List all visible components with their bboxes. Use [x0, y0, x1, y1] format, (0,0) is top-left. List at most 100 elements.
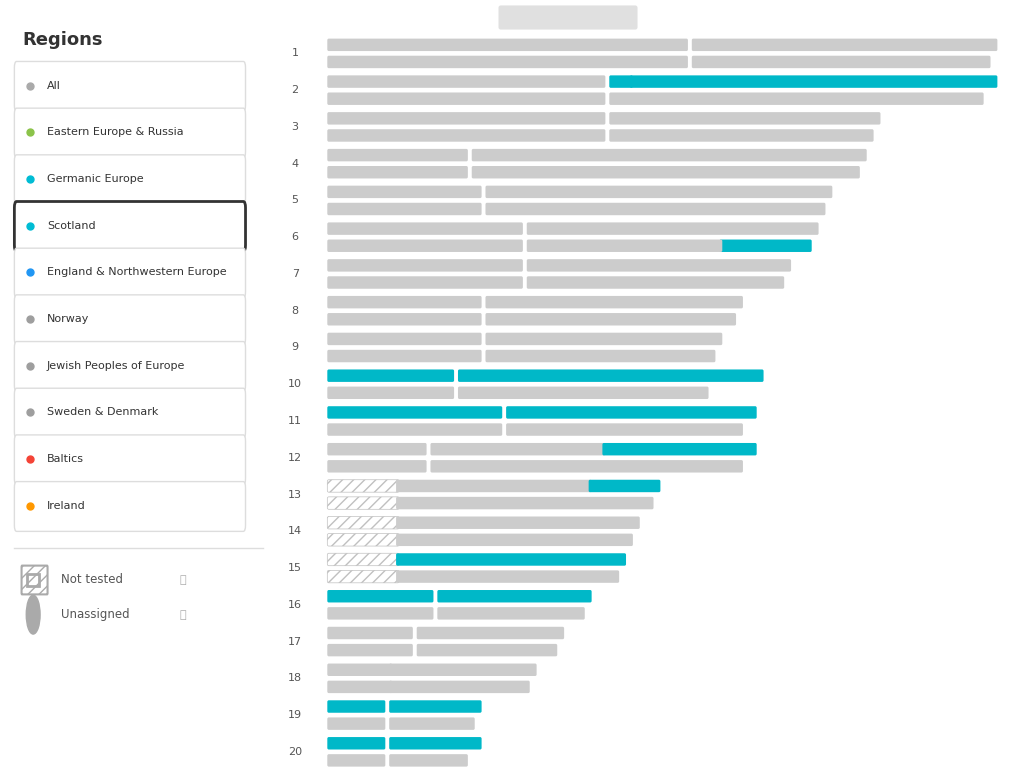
- FancyBboxPatch shape: [389, 717, 475, 730]
- FancyBboxPatch shape: [396, 534, 633, 546]
- Text: 16: 16: [288, 600, 302, 610]
- FancyBboxPatch shape: [609, 93, 984, 105]
- Text: ⓘ: ⓘ: [180, 575, 186, 584]
- Text: Scotland: Scotland: [47, 221, 95, 230]
- Text: 15: 15: [288, 563, 302, 573]
- Text: 18: 18: [288, 673, 302, 683]
- Text: 19: 19: [288, 710, 302, 720]
- FancyBboxPatch shape: [328, 700, 385, 713]
- FancyBboxPatch shape: [328, 75, 605, 88]
- Text: England & Northwestern Europe: England & Northwestern Europe: [47, 268, 226, 277]
- FancyBboxPatch shape: [328, 186, 481, 198]
- FancyBboxPatch shape: [692, 39, 997, 51]
- FancyBboxPatch shape: [506, 423, 743, 436]
- FancyBboxPatch shape: [328, 517, 399, 529]
- FancyBboxPatch shape: [437, 590, 592, 602]
- FancyBboxPatch shape: [485, 296, 743, 308]
- Circle shape: [27, 595, 40, 634]
- FancyBboxPatch shape: [526, 240, 722, 252]
- Text: 6: 6: [292, 232, 299, 242]
- FancyBboxPatch shape: [328, 627, 413, 640]
- FancyBboxPatch shape: [328, 607, 433, 619]
- FancyBboxPatch shape: [328, 681, 392, 693]
- FancyBboxPatch shape: [485, 203, 825, 216]
- Text: ⓘ: ⓘ: [180, 610, 186, 619]
- FancyBboxPatch shape: [328, 387, 454, 399]
- FancyBboxPatch shape: [458, 370, 764, 382]
- FancyBboxPatch shape: [396, 480, 592, 492]
- FancyBboxPatch shape: [328, 570, 399, 583]
- FancyBboxPatch shape: [328, 39, 688, 51]
- Text: Unassigned: Unassigned: [60, 608, 129, 621]
- FancyBboxPatch shape: [14, 202, 246, 251]
- FancyBboxPatch shape: [458, 387, 709, 399]
- FancyBboxPatch shape: [328, 129, 605, 142]
- FancyBboxPatch shape: [396, 517, 640, 529]
- FancyBboxPatch shape: [328, 460, 427, 472]
- FancyBboxPatch shape: [472, 166, 860, 178]
- FancyBboxPatch shape: [14, 295, 246, 345]
- Text: 20: 20: [288, 747, 302, 757]
- FancyBboxPatch shape: [719, 240, 812, 252]
- FancyBboxPatch shape: [396, 570, 620, 583]
- Text: Not tested: Not tested: [60, 573, 123, 586]
- FancyBboxPatch shape: [485, 350, 716, 363]
- FancyBboxPatch shape: [328, 423, 502, 436]
- Text: 10: 10: [288, 379, 302, 389]
- FancyBboxPatch shape: [328, 350, 481, 363]
- FancyBboxPatch shape: [526, 223, 818, 235]
- FancyBboxPatch shape: [14, 155, 246, 205]
- FancyBboxPatch shape: [609, 129, 873, 142]
- FancyBboxPatch shape: [328, 480, 399, 492]
- FancyBboxPatch shape: [328, 406, 502, 419]
- FancyBboxPatch shape: [506, 406, 757, 419]
- Text: 17: 17: [288, 636, 302, 647]
- Text: 1: 1: [292, 48, 299, 58]
- Text: 8: 8: [292, 306, 299, 316]
- Text: Norway: Norway: [47, 314, 89, 324]
- FancyBboxPatch shape: [499, 5, 638, 30]
- FancyBboxPatch shape: [389, 754, 468, 766]
- FancyBboxPatch shape: [389, 681, 529, 693]
- Text: 13: 13: [288, 489, 302, 499]
- FancyBboxPatch shape: [328, 296, 481, 308]
- FancyBboxPatch shape: [328, 112, 605, 124]
- FancyBboxPatch shape: [328, 553, 399, 566]
- FancyBboxPatch shape: [430, 460, 743, 472]
- FancyBboxPatch shape: [328, 664, 392, 676]
- FancyBboxPatch shape: [485, 333, 722, 345]
- FancyBboxPatch shape: [389, 737, 481, 749]
- FancyBboxPatch shape: [22, 566, 47, 594]
- FancyBboxPatch shape: [14, 482, 246, 531]
- FancyBboxPatch shape: [472, 149, 866, 161]
- FancyBboxPatch shape: [389, 700, 481, 713]
- FancyBboxPatch shape: [602, 443, 757, 455]
- FancyBboxPatch shape: [328, 754, 385, 766]
- FancyBboxPatch shape: [328, 240, 523, 252]
- FancyBboxPatch shape: [526, 259, 792, 272]
- Text: 4: 4: [292, 159, 299, 169]
- Text: Baltics: Baltics: [47, 454, 84, 464]
- FancyBboxPatch shape: [14, 388, 246, 438]
- FancyBboxPatch shape: [417, 627, 564, 640]
- FancyBboxPatch shape: [328, 590, 433, 602]
- FancyBboxPatch shape: [328, 644, 413, 657]
- FancyBboxPatch shape: [609, 75, 633, 88]
- Text: Germanic Europe: Germanic Europe: [47, 174, 143, 184]
- Text: All: All: [47, 81, 60, 90]
- FancyBboxPatch shape: [589, 480, 660, 492]
- FancyBboxPatch shape: [485, 186, 833, 198]
- FancyBboxPatch shape: [328, 497, 399, 510]
- FancyBboxPatch shape: [328, 534, 399, 546]
- FancyBboxPatch shape: [396, 497, 653, 510]
- FancyBboxPatch shape: [328, 203, 481, 216]
- FancyBboxPatch shape: [328, 276, 523, 289]
- FancyBboxPatch shape: [430, 443, 605, 455]
- FancyBboxPatch shape: [389, 664, 537, 676]
- FancyBboxPatch shape: [328, 259, 523, 272]
- FancyBboxPatch shape: [328, 333, 481, 345]
- Text: 7: 7: [292, 269, 299, 279]
- FancyBboxPatch shape: [328, 166, 468, 178]
- Text: Sweden & Denmark: Sweden & Denmark: [47, 408, 159, 417]
- Text: 9: 9: [292, 342, 299, 352]
